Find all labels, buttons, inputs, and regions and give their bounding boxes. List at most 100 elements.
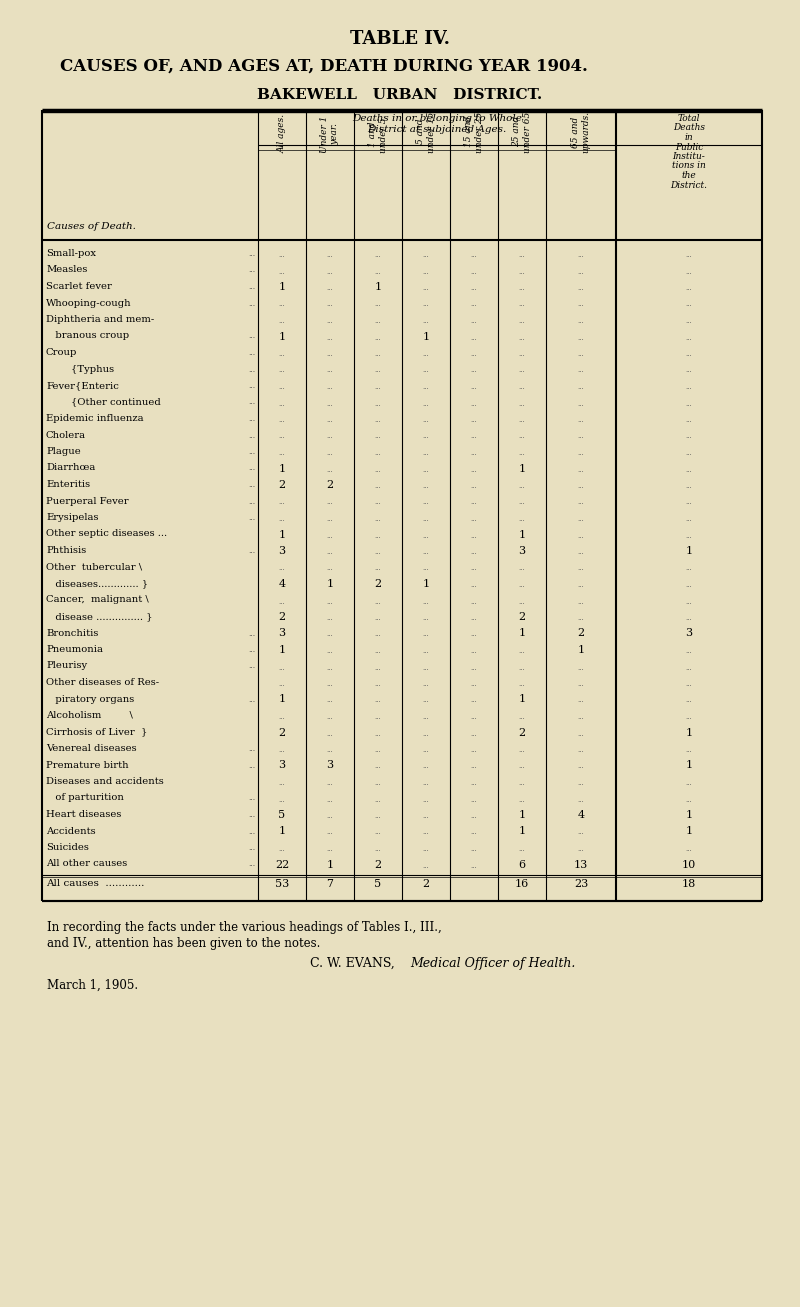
Text: Pleurisy: Pleurisy: [46, 661, 87, 670]
Text: ...: ...: [278, 416, 286, 423]
Text: 1: 1: [686, 826, 693, 836]
Text: ...: ...: [470, 465, 478, 473]
Text: 15 and
under 25.: 15 and under 25.: [464, 108, 484, 153]
Text: ...: ...: [374, 482, 382, 490]
Text: Plague: Plague: [46, 447, 81, 456]
Text: ...: ...: [278, 350, 286, 358]
Text: ...: ...: [422, 812, 430, 819]
Text: ...: ...: [326, 714, 334, 721]
Text: 1: 1: [686, 728, 693, 737]
Text: ...: ...: [518, 333, 526, 341]
Text: ...: ...: [518, 450, 526, 457]
Text: ...: ...: [248, 399, 255, 406]
Text: ...: ...: [374, 548, 382, 555]
Text: ...: ...: [422, 301, 430, 308]
Text: ...: ...: [578, 597, 584, 605]
Text: ...: ...: [686, 746, 692, 754]
Text: 2: 2: [278, 728, 286, 737]
Text: ...: ...: [470, 251, 478, 259]
Text: Diseases and accidents: Diseases and accidents: [46, 776, 164, 786]
Text: ...: ...: [470, 861, 478, 869]
Text: {Typhus: {Typhus: [46, 365, 114, 374]
Text: Heart diseases: Heart diseases: [46, 810, 122, 819]
Text: ...: ...: [686, 796, 692, 804]
Text: ...: ...: [374, 532, 382, 540]
Text: ...: ...: [326, 614, 334, 622]
Text: ...: ...: [248, 250, 255, 257]
Text: ...: ...: [470, 762, 478, 771]
Text: Premature birth: Premature birth: [46, 761, 129, 770]
Text: CAUSES OF, AND AGES AT, DEATH DURING YEAR 1904.: CAUSES OF, AND AGES AT, DEATH DURING YEA…: [60, 58, 588, 74]
Text: Under 1
year.: Under 1 year.: [320, 115, 340, 153]
Text: ...: ...: [578, 762, 584, 771]
Text: 1: 1: [518, 810, 526, 819]
Text: ...: ...: [470, 433, 478, 440]
Text: ...: ...: [326, 597, 334, 605]
Text: ...: ...: [248, 431, 255, 439]
Text: 1: 1: [686, 810, 693, 819]
Text: ...: ...: [470, 366, 478, 375]
Text: 1: 1: [518, 694, 526, 704]
Text: ...: ...: [248, 548, 255, 555]
Text: ...: ...: [470, 383, 478, 391]
Text: ...: ...: [470, 482, 478, 490]
Text: 2: 2: [278, 612, 286, 622]
Text: 2: 2: [518, 728, 526, 737]
Text: ...: ...: [578, 779, 584, 787]
Text: ...: ...: [686, 697, 692, 704]
Text: in: in: [685, 133, 694, 142]
Text: ...: ...: [578, 729, 584, 737]
Text: ...: ...: [518, 647, 526, 655]
Text: the: the: [682, 171, 696, 180]
Text: ...: ...: [470, 318, 478, 325]
Text: ...: ...: [248, 366, 255, 374]
Text: ...: ...: [518, 664, 526, 672]
Text: Medical Officer of Health.: Medical Officer of Health.: [410, 957, 575, 970]
Text: 2: 2: [278, 480, 286, 490]
Text: ...: ...: [422, 465, 430, 473]
Text: 3: 3: [686, 629, 693, 639]
Text: ...: ...: [248, 332, 255, 341]
Text: District at subjoined Ages.: District at subjoined Ages.: [367, 125, 506, 135]
Text: disease ............... }: disease ............... }: [46, 612, 153, 621]
Text: ...: ...: [422, 433, 430, 440]
Text: ...: ...: [374, 318, 382, 325]
Text: ...: ...: [422, 597, 430, 605]
Text: ...: ...: [518, 433, 526, 440]
Text: 3: 3: [278, 761, 286, 771]
Text: 2: 2: [374, 860, 382, 869]
Text: Public: Public: [675, 142, 703, 152]
Text: ...: ...: [374, 450, 382, 457]
Text: ...: ...: [374, 664, 382, 672]
Text: ...: ...: [578, 318, 584, 325]
Text: ...: ...: [326, 301, 334, 308]
Text: 4: 4: [578, 810, 585, 819]
Text: ...: ...: [422, 762, 430, 771]
Text: 23: 23: [574, 880, 588, 889]
Text: ...: ...: [686, 433, 692, 440]
Text: ...: ...: [422, 630, 430, 639]
Text: ...: ...: [374, 812, 382, 819]
Text: ...: ...: [470, 729, 478, 737]
Text: ...: ...: [422, 714, 430, 721]
Text: 1: 1: [422, 579, 430, 589]
Text: ...: ...: [470, 416, 478, 423]
Text: Diphtheria and mem-: Diphtheria and mem-: [46, 315, 154, 324]
Text: ...: ...: [470, 779, 478, 787]
Text: Fever{Enteric: Fever{Enteric: [46, 382, 119, 389]
Text: ...: ...: [326, 746, 334, 754]
Text: ...: ...: [578, 251, 584, 259]
Text: ...: ...: [686, 565, 692, 572]
Text: ...: ...: [578, 333, 584, 341]
Text: ...: ...: [686, 350, 692, 358]
Text: ...: ...: [578, 366, 584, 375]
Text: ...: ...: [518, 515, 526, 523]
Text: ...: ...: [686, 498, 692, 507]
Text: ...: ...: [578, 416, 584, 423]
Text: ...: ...: [278, 680, 286, 687]
Text: Alcoholism         \: Alcoholism \: [46, 711, 133, 720]
Text: ...: ...: [578, 614, 584, 622]
Text: ...: ...: [686, 597, 692, 605]
Text: 1: 1: [326, 860, 334, 869]
Text: ...: ...: [326, 383, 334, 391]
